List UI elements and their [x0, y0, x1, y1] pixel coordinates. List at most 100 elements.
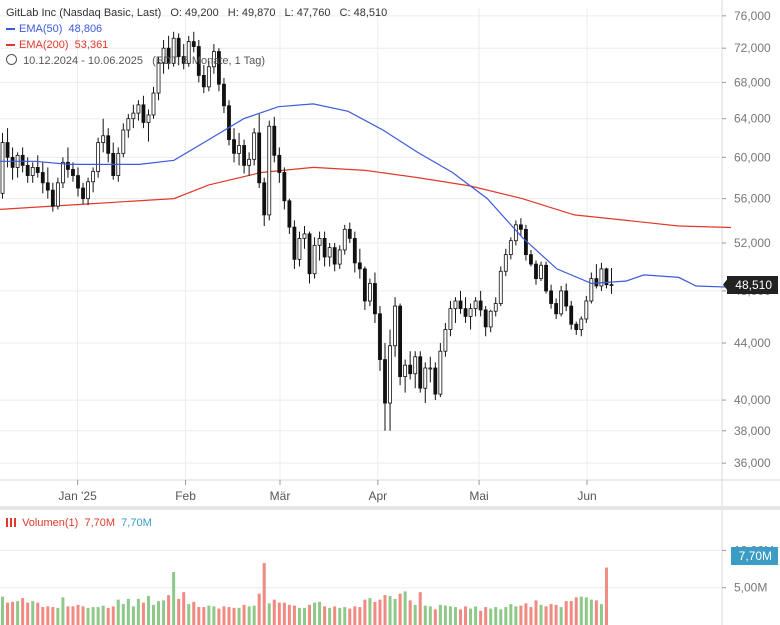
candle: [393, 297, 397, 357]
volume-bar: [1, 596, 5, 625]
candle: [96, 137, 101, 178]
candle: [277, 147, 282, 183]
candle-body: [393, 305, 397, 347]
ohlc-high: H: 49,870: [227, 7, 276, 19]
candle-body: [352, 238, 357, 264]
candle: [232, 128, 236, 163]
candle: [544, 261, 548, 294]
candle: [403, 359, 408, 393]
x-tick-label: Apr: [369, 489, 388, 503]
volume-bar: [358, 607, 362, 625]
candle-body: [76, 175, 80, 189]
candle: [398, 303, 403, 386]
candle-body: [413, 356, 418, 375]
volume-bar: [574, 597, 578, 625]
candle-body: [10, 156, 15, 168]
candle: [317, 231, 322, 261]
volume-bar: [302, 607, 306, 625]
volume-bar: [187, 604, 191, 625]
volume-bar: [474, 606, 478, 625]
candle: [176, 33, 181, 66]
volume-bar: [378, 599, 382, 625]
volume-bar: [157, 601, 161, 625]
candle: [71, 162, 75, 182]
volume-bar: [31, 601, 35, 625]
candle: [227, 100, 231, 146]
candle-body: [478, 300, 483, 311]
volume-bar: [504, 607, 508, 625]
volume-bar: [202, 607, 206, 625]
candle: [302, 225, 307, 249]
candle-body: [0, 142, 5, 194]
candle-body: [327, 247, 332, 258]
candle: [327, 243, 332, 267]
legend-ema50[interactable]: EMA(50) 48,806: [6, 22, 102, 36]
volume-bar: [141, 602, 145, 625]
candle-body: [71, 169, 75, 176]
candle: [594, 264, 599, 289]
volume-bar: [11, 601, 15, 625]
volume-bar: [564, 601, 568, 625]
candle-body: [45, 182, 50, 191]
candle-body: [211, 51, 216, 68]
candle-body: [30, 166, 35, 176]
ema200-layer: [0, 166, 732, 229]
candle-body: [443, 329, 448, 352]
candle-body: [20, 154, 25, 166]
ema200-line: [0, 166, 732, 229]
volume-bars: [1, 563, 608, 625]
candle: [91, 167, 96, 193]
candle: [408, 351, 413, 380]
candle: [433, 362, 438, 401]
candle: [166, 35, 171, 70]
volume-legend[interactable]: Volumen(1) 7,70M 7,70M: [6, 516, 152, 530]
candle-body: [40, 172, 45, 184]
candle: [332, 243, 337, 272]
legend-ema200[interactable]: EMA(200) 53,361: [6, 38, 108, 52]
candle-body: [357, 262, 362, 270]
candle: [217, 48, 221, 92]
candle-body: [488, 310, 493, 328]
candle-body: [96, 142, 101, 172]
candle: [50, 182, 55, 212]
volume-bar: [408, 600, 412, 625]
candle-body: [322, 238, 327, 258]
candle-body: [35, 166, 40, 173]
last-volume-tag: 7,70M: [730, 547, 778, 565]
candle-body: [493, 303, 498, 312]
volume-bar: [489, 608, 493, 625]
candle: [508, 237, 513, 260]
candle: [252, 128, 257, 166]
volume-bar: [323, 606, 327, 625]
volume-bar: [106, 607, 110, 625]
candle: [55, 177, 60, 210]
candle-body: [242, 145, 246, 166]
volume-bar: [428, 606, 432, 625]
candle-body: [332, 247, 337, 265]
candle: [373, 272, 377, 323]
date-axis: Jan '25 Feb Mär Apr Mai Jun: [58, 480, 597, 503]
candle-body: [181, 56, 186, 64]
candle: [453, 297, 458, 323]
candle-body: [398, 305, 403, 377]
candle: [418, 351, 423, 393]
candle: [564, 283, 569, 312]
candle: [247, 152, 252, 176]
volume-bar: [458, 609, 463, 625]
volume-bar: [232, 607, 236, 625]
candle-body: [61, 161, 65, 184]
candle-body: [131, 112, 136, 120]
volume-bar: [96, 607, 100, 625]
y-tick-label: 68,000: [734, 75, 771, 89]
candle-body: [126, 118, 131, 131]
candle: [589, 272, 594, 304]
candle-body: [302, 233, 307, 239]
volume-bar: [363, 599, 367, 625]
candle: [579, 316, 584, 337]
candle-body: [423, 367, 428, 389]
volume-bar: [348, 608, 352, 625]
candle-body: [121, 129, 126, 154]
candle: [428, 356, 433, 383]
